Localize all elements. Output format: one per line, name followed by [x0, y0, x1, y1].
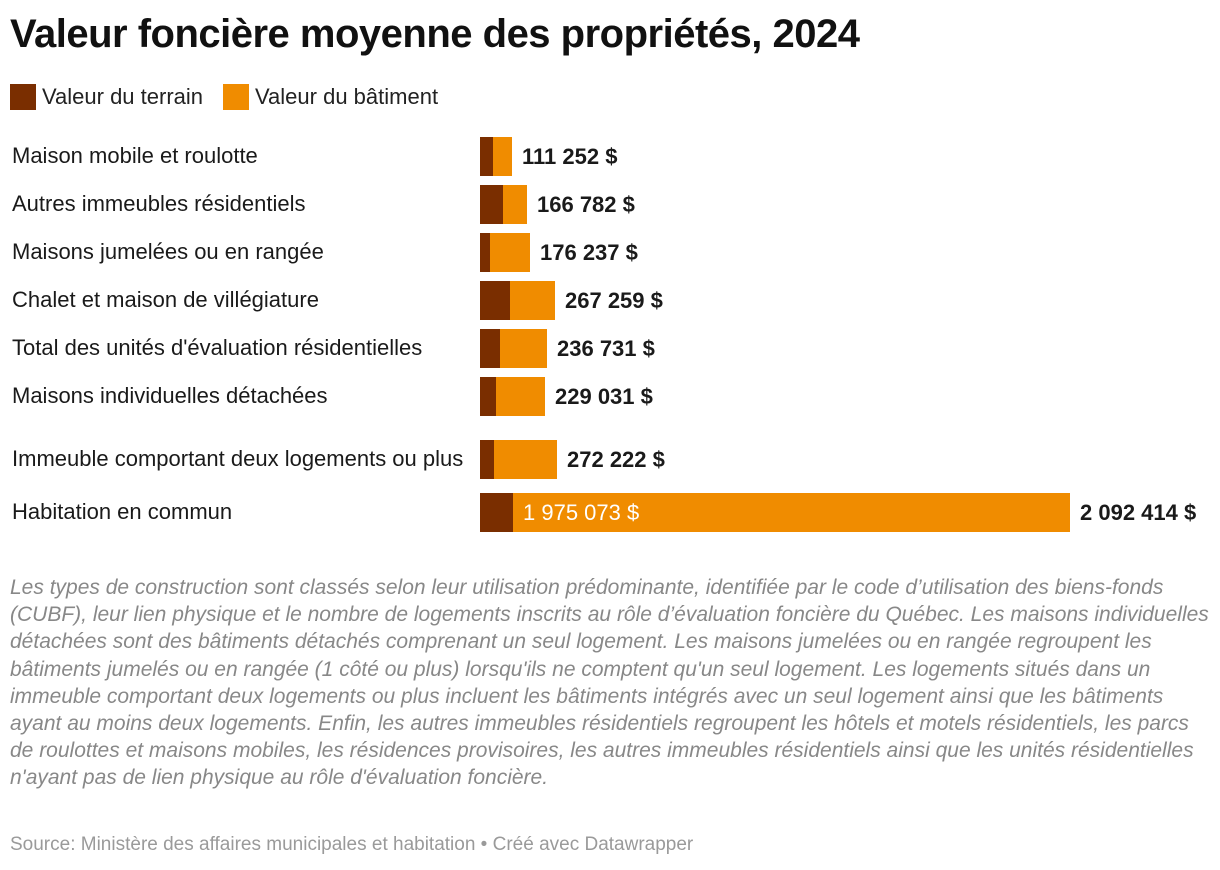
bar-segment-batiment	[496, 376, 545, 416]
bar-segment-terrain	[480, 376, 496, 416]
bar-segment-terrain	[480, 328, 500, 368]
category-label: Autres immeubles résidentiels	[12, 191, 306, 216]
total-value-label: 176 237 $	[540, 239, 638, 265]
bar-segment-terrain	[480, 184, 503, 224]
legend-swatch-terrain	[10, 84, 36, 110]
bar-area: 166 782 $	[480, 184, 1210, 224]
bar-segment-batiment	[493, 136, 512, 176]
category-label: Maisons jumelées ou en rangée	[12, 239, 324, 264]
category-label: Habitation en commun	[12, 499, 233, 524]
bar-row: Maisons jumelées ou en rangée 176 237 $	[0, 228, 1220, 276]
bar-segment-batiment	[513, 492, 1070, 532]
bar-row: Maison mobile et roulotte 111 252 $	[0, 132, 1220, 180]
bar-segment-terrain	[480, 439, 494, 479]
category-label: Immeuble comportant deux logements ou pl…	[12, 446, 464, 471]
chart-notes: Les types de construction sont classés s…	[10, 576, 1209, 790]
bar-segment-terrain	[480, 232, 490, 272]
total-value-label: 111 252 $	[522, 143, 618, 169]
bar-area: 229 031 $	[480, 376, 1210, 416]
bar-segment-batiment	[494, 439, 557, 479]
legend-swatch-batiment	[223, 84, 250, 110]
bar-row: Total des unités d'évaluation résidentie…	[0, 324, 1220, 372]
chart-source: Source: Ministère des affaires municipal…	[10, 834, 694, 855]
total-value-label: 2 092 414 $	[1080, 499, 1197, 525]
bar-row: Chalet et maison de villégiature 267 259 …	[0, 276, 1220, 324]
bar-area: 236 731 $	[480, 328, 1210, 368]
bar-segment-terrain	[480, 136, 493, 176]
category-label: Total des unités d'évaluation résidentie…	[12, 335, 423, 360]
bar-chart: Maison mobile et roulotte 111 252 $ Autres…	[0, 132, 1220, 542]
category-label: Maisons individuelles détachées	[12, 383, 328, 408]
bar-area: 111 252 $	[480, 136, 1210, 176]
chart-title: Valeur foncière moyenne des propriétés, …	[10, 12, 860, 56]
legend-label-batiment: Valeur du bâtiment	[255, 84, 439, 109]
bar-area: 176 237 $	[480, 232, 1210, 272]
category-label: Maison mobile et roulotte	[12, 143, 258, 168]
total-value-label: 229 031 $	[555, 383, 653, 409]
bar-segment-terrain	[480, 280, 510, 320]
total-value-label: 236 731 $	[557, 335, 655, 361]
bar-area: 1 975 073 $ 2 092 414 $	[480, 492, 1210, 532]
bar-area: 267 259 $	[480, 280, 1210, 320]
legend-item-terrain: Valeur du terrain	[10, 84, 203, 110]
bar-segment-batiment	[500, 328, 547, 368]
total-value-label: 272 222 $	[567, 446, 665, 472]
category-label: Chalet et maison de villégiature	[12, 287, 319, 312]
total-value-label: 267 259 $	[565, 287, 663, 313]
bar-segment-terrain	[480, 492, 513, 532]
inner-value-label: 1 975 073 $	[523, 499, 640, 525]
bar-segment-batiment	[503, 184, 527, 224]
bar-segment-batiment	[490, 232, 530, 272]
bar-row: Maisons individuelles détachées 229 031 $	[0, 372, 1220, 420]
bar-area: 272 222 $	[480, 439, 1210, 479]
bar-row: Habitation en commun 1 975 073 $ 2 092 414…	[0, 488, 1220, 536]
legend: Valeur du terrain Valeur du bâtiment	[10, 84, 458, 110]
legend-label-terrain: Valeur du terrain	[42, 84, 204, 109]
bar-row: Immeuble comportant deux logements ou pl…	[0, 430, 1220, 488]
bar-segment-batiment	[510, 280, 555, 320]
total-value-label: 166 782 $	[537, 191, 635, 217]
legend-item-batiment: Valeur du bâtiment	[223, 84, 438, 110]
bar-row: Autres immeubles résidentiels 166 782 $	[0, 180, 1220, 228]
